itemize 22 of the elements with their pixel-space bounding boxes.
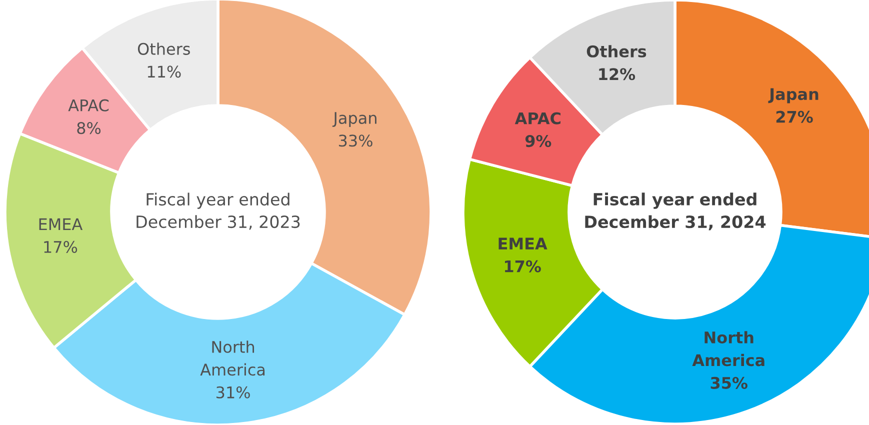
data-label: 17% <box>44 240 78 253</box>
slice-label: Others <box>138 42 190 55</box>
slice-label: Japan <box>768 88 818 104</box>
slice-label: EMEA <box>498 238 548 250</box>
slice-label: EMEA <box>39 218 83 230</box>
slice-label: APAC <box>68 99 109 112</box>
slice-label: North America <box>200 340 265 376</box>
slice-label: North America <box>692 331 764 366</box>
slice-label: APAC <box>514 112 560 124</box>
data-label: 35% <box>710 376 748 389</box>
text: Fiscal year ended December 31, 2023 <box>136 192 300 230</box>
data-label: 27% <box>776 110 813 123</box>
data-label: 11% <box>148 66 181 78</box>
data-label: 12% <box>599 68 636 80</box>
data-label: 8% <box>77 122 101 134</box>
slice-label: Others <box>586 45 646 58</box>
data-label: 33% <box>338 134 372 147</box>
data-label: 31% <box>216 386 250 398</box>
data-label: 17% <box>505 260 541 272</box>
text: Fiscal year ended December 31, 2024 <box>585 192 766 230</box>
slice-label: Japan <box>332 112 376 128</box>
data-label: 9% <box>525 134 552 148</box>
